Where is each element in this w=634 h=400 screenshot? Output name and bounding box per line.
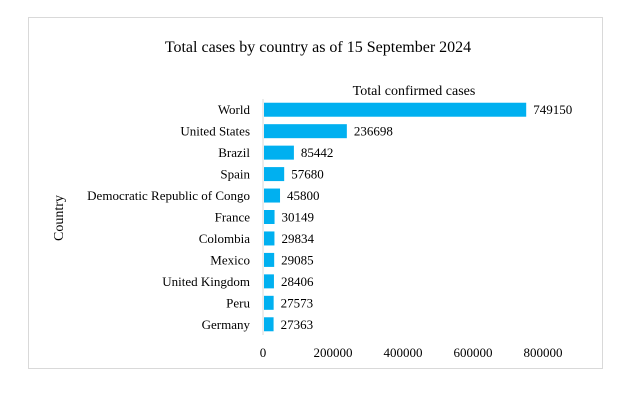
category-label: Spain bbox=[220, 167, 250, 182]
y-axis-title: Country bbox=[52, 195, 67, 241]
category-label: United States bbox=[180, 124, 250, 139]
x-tick-labels: 0 200000 400000 600000 800000 bbox=[260, 345, 563, 360]
bar bbox=[264, 231, 275, 246]
bar bbox=[264, 317, 274, 332]
data-label: 29085 bbox=[281, 252, 314, 267]
x-tick-label: 600000 bbox=[454, 345, 493, 360]
category-label: Colombia bbox=[199, 231, 251, 246]
bar bbox=[264, 188, 281, 203]
data-label: 749150 bbox=[533, 102, 572, 117]
x-tick-label: 800000 bbox=[524, 345, 563, 360]
category-label: Peru bbox=[226, 295, 250, 310]
data-label: 28406 bbox=[281, 274, 314, 289]
bar bbox=[264, 124, 347, 139]
category-label: France bbox=[215, 210, 251, 225]
bar bbox=[264, 145, 294, 160]
bar bbox=[264, 274, 274, 289]
category-label: Brazil bbox=[218, 145, 250, 160]
series-label: Total confirmed cases bbox=[353, 84, 476, 99]
chart-frame bbox=[28, 17, 603, 369]
category-label: Democratic Republic of Congo bbox=[87, 188, 250, 203]
bar bbox=[264, 102, 527, 117]
bars-layer: World 749150 United States 236698 Brazil 8544… bbox=[87, 102, 572, 332]
bar bbox=[264, 167, 285, 182]
chart-title: Total cases by country as of 15 Septembe… bbox=[165, 39, 471, 56]
x-tick-label: 200000 bbox=[314, 345, 353, 360]
category-label: World bbox=[218, 102, 251, 117]
category-label: Germany bbox=[202, 317, 251, 332]
data-label: 45800 bbox=[287, 188, 320, 203]
data-label: 29834 bbox=[281, 231, 314, 246]
data-label: 27363 bbox=[281, 317, 314, 332]
data-label: 85442 bbox=[301, 145, 334, 160]
data-label: 27573 bbox=[281, 295, 314, 310]
category-label: United Kingdom bbox=[162, 274, 250, 289]
bar bbox=[264, 210, 275, 224]
category-label: Mexico bbox=[210, 252, 250, 267]
data-label: 236698 bbox=[354, 124, 393, 139]
x-tick-label: 400000 bbox=[384, 345, 423, 360]
x-tick-label: 0 bbox=[260, 345, 267, 360]
data-label: 57680 bbox=[291, 167, 324, 182]
bar bbox=[264, 295, 274, 310]
bar bbox=[264, 252, 275, 267]
data-label: 30149 bbox=[282, 210, 315, 225]
